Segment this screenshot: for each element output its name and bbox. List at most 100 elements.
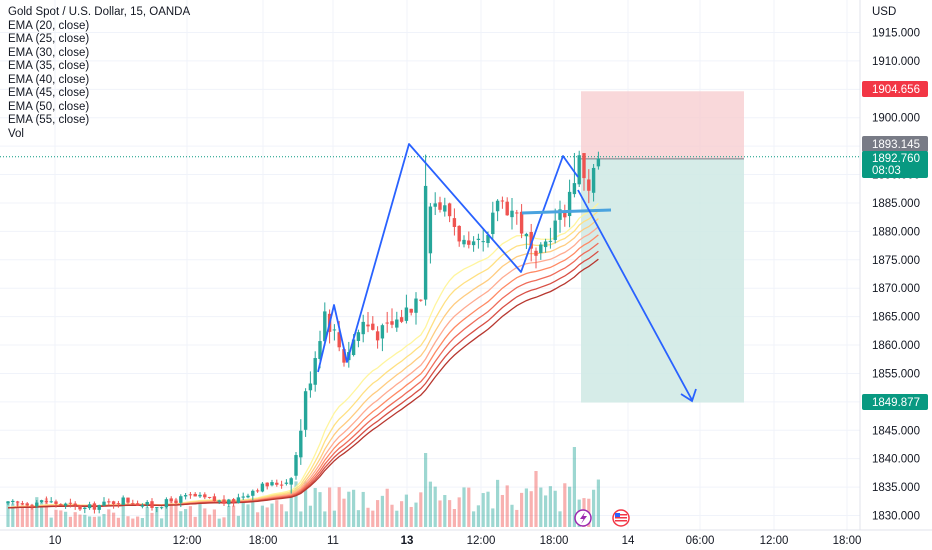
candle-body bbox=[414, 298, 418, 313]
volume-bar bbox=[563, 483, 567, 527]
take-profit-zone[interactable] bbox=[581, 158, 744, 403]
legend-ema-40[interactable]: EMA (40, close) bbox=[8, 73, 90, 86]
legend-ema-45[interactable]: EMA (45, close) bbox=[8, 87, 90, 99]
projection-arrow-line[interactable] bbox=[577, 189, 693, 401]
position-zones[interactable] bbox=[0, 91, 860, 403]
volume-bar bbox=[121, 504, 125, 527]
candle-body bbox=[500, 200, 505, 202]
candle-body bbox=[188, 494, 193, 496]
candle-body bbox=[92, 503, 97, 510]
legend-ema-20[interactable]: EMA (20, close) bbox=[8, 19, 90, 32]
volume-bar bbox=[236, 515, 240, 527]
neckline[interactable] bbox=[521, 208, 612, 215]
candle-body bbox=[164, 499, 169, 508]
legend-ema-50[interactable]: EMA (50, close) bbox=[8, 100, 90, 113]
candle-body bbox=[25, 503, 29, 506]
candle-body bbox=[294, 455, 298, 476]
volume-bar bbox=[64, 511, 68, 527]
candle-body bbox=[371, 323, 375, 330]
volume-bar bbox=[304, 481, 308, 527]
candle-body bbox=[515, 212, 519, 214]
candle-body bbox=[284, 482, 289, 484]
volume-bar bbox=[294, 481, 298, 527]
volume-bar bbox=[481, 493, 485, 527]
volume-bar bbox=[35, 497, 39, 527]
candle-body bbox=[356, 332, 361, 341]
symbol-title[interactable]: Gold Spot / U.S. Dollar, 15, OANDA bbox=[8, 6, 191, 18]
candle-body bbox=[596, 158, 601, 167]
legend-ema-35[interactable]: EMA (35, close) bbox=[8, 60, 90, 72]
stop-loss-zone[interactable] bbox=[581, 91, 744, 159]
candle-body bbox=[529, 232, 533, 249]
volume-bar bbox=[428, 481, 432, 527]
time-tick-label: 06:00 bbox=[686, 535, 715, 547]
volume-bar bbox=[356, 510, 360, 527]
volume-bar bbox=[414, 502, 418, 527]
volume-bar bbox=[284, 511, 288, 527]
volume-bar bbox=[395, 510, 399, 527]
event-icons[interactable] bbox=[574, 509, 630, 527]
time-tick-label: 18:00 bbox=[540, 535, 569, 547]
volume-bar bbox=[438, 500, 442, 527]
volume-bar bbox=[131, 518, 135, 527]
candle-body bbox=[30, 504, 34, 506]
volume-bar bbox=[491, 508, 495, 527]
us-flag-icon[interactable] bbox=[612, 509, 630, 527]
candle-body bbox=[116, 503, 121, 505]
legend-ema-55[interactable]: EMA (55, close) bbox=[8, 114, 90, 126]
candle-body bbox=[251, 490, 255, 496]
volume-bar bbox=[217, 518, 221, 527]
volume-bar bbox=[419, 492, 423, 527]
flash-event-icon[interactable] bbox=[574, 509, 592, 527]
volume-bar bbox=[400, 501, 404, 527]
volume-bar bbox=[97, 516, 101, 527]
candle-body bbox=[558, 209, 562, 220]
volume-bar bbox=[265, 507, 269, 527]
candle-body bbox=[577, 155, 581, 185]
volume-bar bbox=[179, 511, 183, 527]
volume-bar bbox=[592, 489, 596, 527]
candle-body bbox=[505, 201, 509, 216]
volume-bar bbox=[371, 510, 375, 527]
candle-body bbox=[313, 358, 317, 385]
volume-bar bbox=[116, 517, 120, 527]
drawings[interactable] bbox=[317, 143, 697, 403]
candle-body bbox=[183, 495, 188, 497]
candle-body bbox=[351, 339, 356, 356]
candle-body bbox=[11, 500, 15, 503]
volume-bar bbox=[572, 447, 576, 527]
volume-bar bbox=[136, 516, 140, 527]
volume-bar bbox=[505, 485, 509, 527]
candle-body bbox=[548, 240, 553, 242]
time-tick-label: 12:00 bbox=[173, 535, 202, 547]
volume-bar bbox=[73, 512, 77, 527]
volume-bar bbox=[496, 479, 500, 527]
candle-body bbox=[150, 501, 154, 508]
volume-bar bbox=[462, 487, 466, 527]
time-tick-label: 14 bbox=[622, 535, 635, 547]
legend-ema-30[interactable]: EMA (30, close) bbox=[8, 46, 90, 59]
volume-bar bbox=[155, 508, 159, 527]
candle-body bbox=[299, 430, 303, 458]
volume-bar bbox=[30, 507, 34, 527]
volume-bar bbox=[385, 488, 389, 527]
volume-bar bbox=[347, 491, 351, 527]
legend-volume[interactable]: Vol bbox=[8, 127, 24, 140]
candle-body bbox=[159, 507, 164, 509]
volume-bar bbox=[515, 509, 519, 527]
candle-body bbox=[491, 212, 495, 235]
volume-bar bbox=[246, 504, 250, 527]
candle-body bbox=[39, 500, 44, 503]
volume-bar bbox=[376, 500, 380, 527]
volume-bar bbox=[280, 504, 284, 527]
time-tick-label: 12:00 bbox=[760, 535, 789, 547]
legend-ema-25[interactable]: EMA (25, close) bbox=[8, 33, 90, 45]
volume-bar bbox=[44, 498, 48, 527]
volume-bar bbox=[404, 494, 408, 527]
volume-bar bbox=[208, 514, 212, 527]
pattern-trendlines[interactable] bbox=[317, 143, 579, 373]
candle-body bbox=[83, 507, 87, 509]
price-tick-label: 1915.000 bbox=[872, 28, 920, 40]
price-tick-label: 1885.000 bbox=[872, 198, 920, 210]
